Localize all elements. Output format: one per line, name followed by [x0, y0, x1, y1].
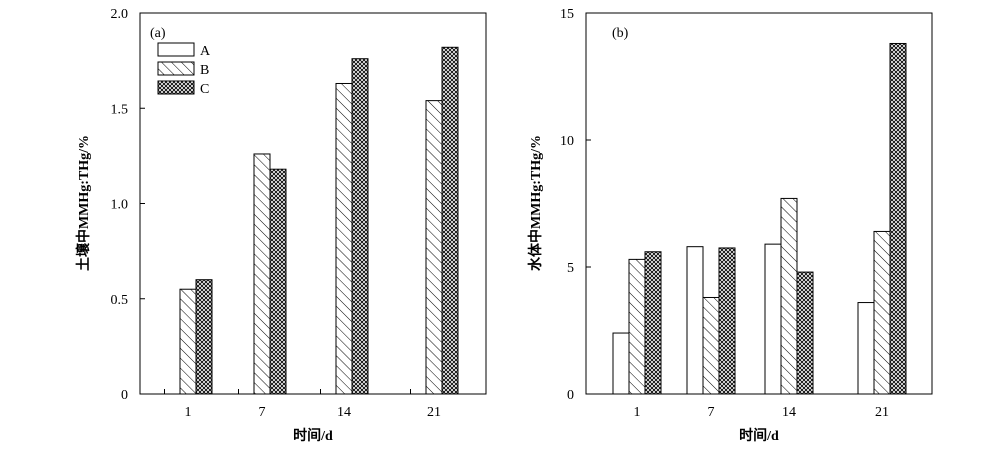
- legend-swatch-a: [157, 42, 195, 57]
- legend-label-c: C: [200, 82, 209, 97]
- bar-c-21: [441, 46, 459, 395]
- x-tick-label: 21: [875, 405, 889, 420]
- bar-b-14: [335, 82, 353, 395]
- y-tick-label: 5: [567, 261, 574, 276]
- y-tick-label: 0: [567, 388, 574, 403]
- bar-c-14: [796, 271, 814, 395]
- y-tick-label: 10: [560, 134, 574, 149]
- legend-label-a: A: [200, 44, 211, 59]
- bar-b-1: [179, 288, 197, 395]
- x-tick-label: 1: [634, 405, 641, 420]
- y-tick-label: 2.0: [111, 7, 129, 22]
- chart-panel-b: (b) 0 5 10 15 1 7 14 21 时间/d 水体中MMHg:THg/%: [527, 7, 933, 444]
- bar-b-21: [873, 230, 891, 395]
- panel-label-b: (b): [612, 26, 629, 41]
- panel-label-a: (a): [150, 26, 166, 41]
- bar-a-21: [857, 302, 875, 395]
- bar-b-14: [780, 197, 798, 395]
- x-tick-label: 14: [337, 405, 351, 420]
- y-axis-label-a: 土壤中MMHg:THg/%: [75, 135, 92, 271]
- bar-a-1: [612, 332, 630, 395]
- bar-c-1: [195, 279, 213, 395]
- y-tick-label: 1.5: [111, 102, 129, 117]
- x-tick-label: 21: [427, 405, 441, 420]
- legend-label-b: B: [200, 63, 209, 78]
- bar-c-7: [718, 247, 736, 395]
- bar-b-7: [253, 153, 271, 395]
- bar-a-14: [764, 243, 782, 395]
- y-tick-label: 0: [121, 388, 128, 403]
- y-tick-label: 15: [560, 7, 574, 22]
- x-tick-label: 14: [782, 405, 796, 420]
- bar-c-21: [889, 42, 907, 395]
- x-tick-label: 1: [185, 405, 192, 420]
- bar-c-14: [351, 58, 369, 395]
- y-tick-label: 0.5: [111, 293, 129, 308]
- y-tick-label: 1.0: [111, 198, 129, 213]
- x-axis-label-a: 时间/d: [293, 427, 333, 444]
- x-tick-label: 7: [259, 405, 266, 420]
- legend-swatch-c: [157, 80, 195, 95]
- x-tick-label: 7: [708, 405, 715, 420]
- legend-swatch-b: [157, 61, 195, 76]
- bar-b-7: [702, 296, 720, 395]
- chart-panel-a: (a) 0 0.5 1.0 1.5 2.0 1 7 14 21 ABC 时间/d 土壤中MMHg…: [75, 7, 487, 444]
- bar-b-21: [425, 100, 443, 395]
- legend: ABC: [157, 42, 211, 97]
- y-axis-label-b: 水体中MMHg:THg/%: [527, 135, 544, 271]
- bar-c-1: [644, 251, 662, 395]
- bar-b-1: [628, 258, 646, 395]
- bar-a-7: [686, 246, 704, 395]
- bar-c-7: [269, 168, 287, 395]
- plot-frame-b: [585, 12, 933, 395]
- x-axis-label-b: 时间/d: [739, 427, 779, 444]
